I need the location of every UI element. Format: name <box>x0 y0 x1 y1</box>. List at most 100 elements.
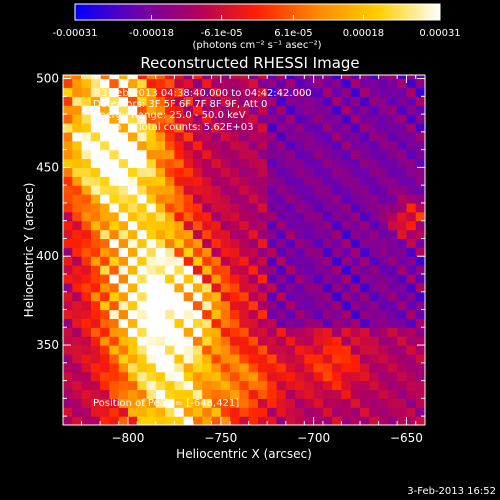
heatmap-cell <box>257 105 268 115</box>
heatmap-cell <box>322 140 333 151</box>
heatmap-cell <box>378 131 389 142</box>
heatmap-cell <box>285 96 296 106</box>
heatmap-cell <box>387 353 398 364</box>
heatmap-cell <box>146 202 157 213</box>
heatmap-cell <box>202 220 213 231</box>
heatmap-cell <box>202 185 213 195</box>
heatmap-cell <box>90 75 101 80</box>
heatmap-cell <box>304 149 315 160</box>
heatmap-cell <box>350 185 361 195</box>
heatmap-cell <box>378 380 389 391</box>
heatmap-cell <box>304 211 315 222</box>
heatmap-cell <box>267 158 278 168</box>
heatmap-cell <box>211 265 222 275</box>
heatmap-cell <box>155 176 166 186</box>
heatmap-cell <box>257 211 268 222</box>
heatmap-cell <box>360 87 370 97</box>
heatmap-cell <box>295 185 305 195</box>
heatmap-cell <box>332 398 343 408</box>
heatmap-cell <box>341 371 352 382</box>
heatmap-cell <box>397 131 408 142</box>
heatmap-cell <box>118 194 129 204</box>
heatmap-cell <box>267 247 278 257</box>
heatmap-cell <box>174 194 185 204</box>
heatmap-cell <box>127 176 138 186</box>
heatmap-cell <box>257 300 268 311</box>
heatmap-cell <box>285 353 296 364</box>
heatmap-cell <box>202 389 213 399</box>
heatmap-cell <box>295 149 305 160</box>
heatmap-cell <box>360 371 370 382</box>
heatmap-cell <box>360 327 370 337</box>
heatmap-cell <box>100 105 111 115</box>
heatmap-cell <box>239 380 250 391</box>
heatmap-cell <box>220 87 231 97</box>
heatmap-cell <box>387 416 398 425</box>
heatmap-cell <box>239 362 250 373</box>
heatmap-cell <box>378 229 389 240</box>
heatmap-cell <box>183 149 194 160</box>
heatmap-cell <box>155 362 166 373</box>
heatmap-cell <box>415 380 425 391</box>
heatmap-cell <box>257 247 268 257</box>
heatmap-cell <box>267 327 278 337</box>
heatmap-cell <box>230 75 240 80</box>
heatmap-cell <box>183 380 194 391</box>
heatmap-cell <box>72 380 83 391</box>
heatmap-cell <box>90 273 101 284</box>
heatmap-cell <box>220 149 231 160</box>
heatmap-cell <box>406 247 417 257</box>
heatmap-cell <box>174 327 185 337</box>
heatmap-cell <box>360 140 370 151</box>
heatmap-cell <box>415 309 425 319</box>
heatmap-cell <box>220 122 231 133</box>
heatmap-cell <box>360 211 370 222</box>
heatmap-cell <box>332 389 343 399</box>
heatmap-cell <box>406 282 417 293</box>
heatmap-cell <box>322 167 333 177</box>
heatmap-cell <box>387 78 398 89</box>
heatmap-cell <box>360 309 370 319</box>
heatmap-cell <box>183 238 194 248</box>
heatmap-cell <box>387 389 398 399</box>
heatmap-cell <box>369 202 380 213</box>
heatmap-cell <box>230 362 240 373</box>
heatmap-cell <box>127 229 138 240</box>
heatmap-cell <box>304 114 315 124</box>
heatmap-cell <box>322 282 333 293</box>
chart-title: Reconstructed RHESSI Image <box>140 54 359 72</box>
heatmap-cell <box>211 122 222 133</box>
heatmap-cell <box>397 149 408 160</box>
heatmap-cell <box>118 167 129 177</box>
heatmap-cell <box>415 122 425 133</box>
heatmap-cell <box>350 75 361 80</box>
heatmap-cell <box>397 114 408 124</box>
heatmap-cell <box>100 327 111 337</box>
heatmap-cell <box>360 194 370 204</box>
heatmap-cell <box>100 282 111 293</box>
heatmap-cell <box>137 247 148 257</box>
heatmap-cell <box>220 202 231 213</box>
heatmap-cell <box>248 273 259 284</box>
heatmap-cell <box>72 202 83 213</box>
heatmap-cell <box>350 407 361 417</box>
heatmap-cell <box>192 380 203 391</box>
heatmap-cell <box>211 291 222 302</box>
heatmap-cell <box>109 78 120 89</box>
heatmap-cell <box>127 398 138 408</box>
heatmap-cell <box>313 202 324 213</box>
heatmap-cell <box>239 105 250 115</box>
heatmap-cell <box>285 416 296 425</box>
heatmap-cell <box>127 336 138 346</box>
heatmap-cell <box>350 114 361 124</box>
heatmap-cell <box>155 380 166 391</box>
heatmap-cell <box>90 78 101 89</box>
heatmap-cell <box>90 345 101 355</box>
heatmap-cell <box>257 122 268 133</box>
heatmap-cell <box>63 149 73 160</box>
heatmap-cell <box>165 371 175 382</box>
heatmap-cell <box>127 114 138 124</box>
heatmap-cell <box>72 256 83 266</box>
heatmap-cell <box>81 309 92 319</box>
heatmap-cell <box>322 211 333 222</box>
